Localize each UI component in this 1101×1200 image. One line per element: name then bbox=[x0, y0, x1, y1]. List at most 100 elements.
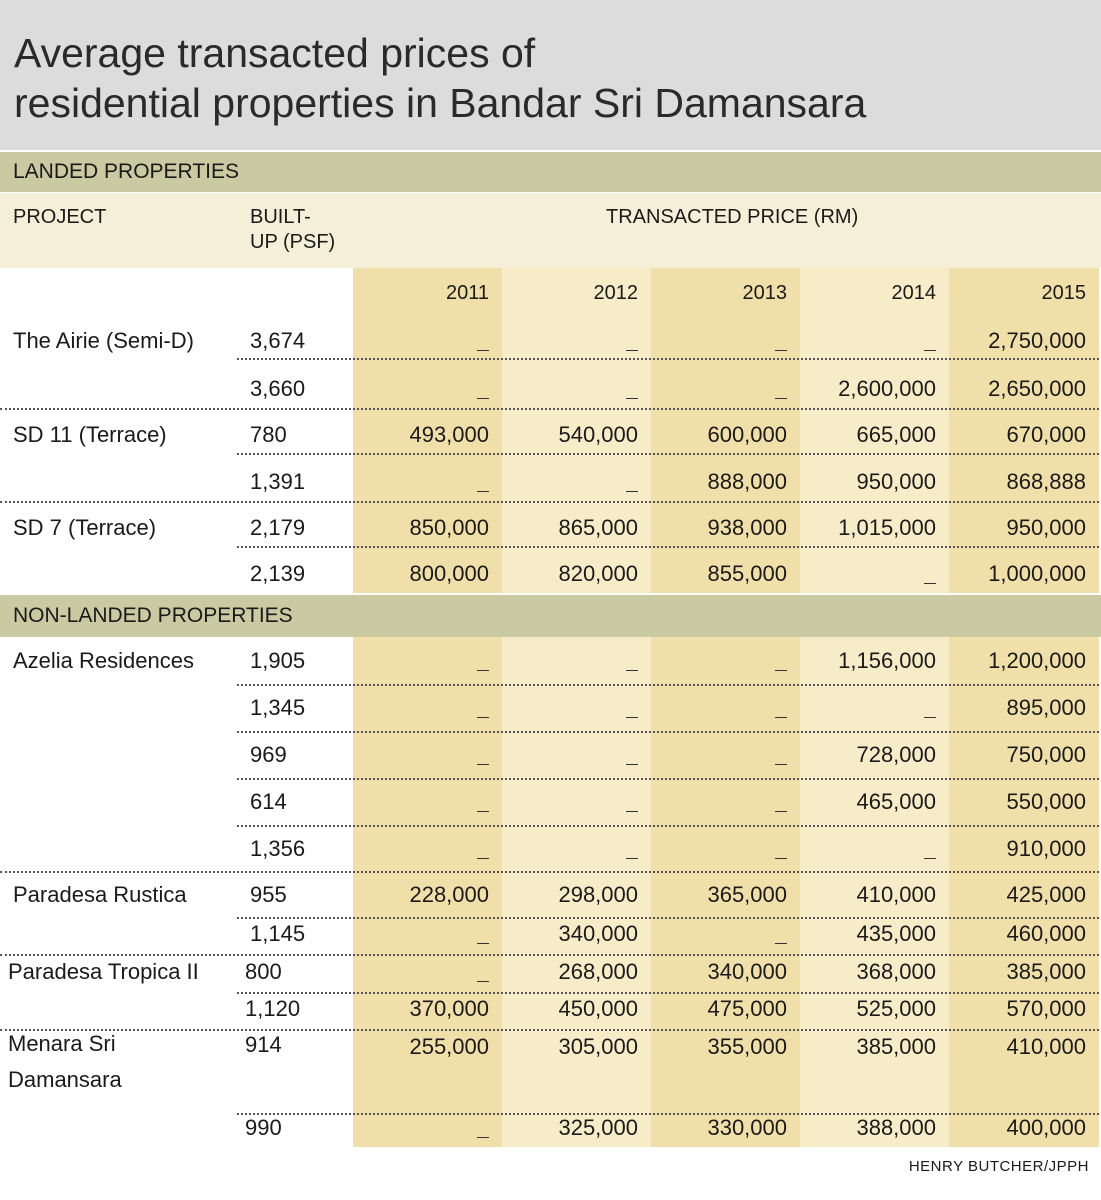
built-up-value: 2,179 bbox=[250, 515, 306, 540]
price-cell: 868,888 bbox=[1006, 469, 1086, 494]
section-landed: LANDED PROPERTIES bbox=[0, 152, 1101, 192]
title-block: Average transacted prices of residential… bbox=[0, 0, 1101, 150]
price-cell: 400,000 bbox=[1006, 1115, 1086, 1140]
price-cell: 2,650,000 bbox=[988, 376, 1086, 401]
row-divider bbox=[237, 358, 1099, 360]
column-band bbox=[353, 637, 502, 1147]
no-data-dash bbox=[477, 491, 489, 492]
no-data-dash bbox=[775, 717, 787, 718]
row-divider bbox=[237, 546, 1099, 548]
no-data-dash bbox=[477, 350, 489, 351]
price-cell: 228,000 bbox=[409, 882, 489, 907]
price-cell: 600,000 bbox=[707, 422, 787, 447]
source-credit: HENRY BUTCHER/JPPH bbox=[908, 1158, 1089, 1175]
project-name: Paradesa Rustica bbox=[13, 882, 187, 907]
price-cell: 665,000 bbox=[856, 422, 936, 447]
no-data-dash bbox=[626, 764, 638, 765]
no-data-dash bbox=[775, 670, 787, 671]
price-cell: 340,000 bbox=[558, 921, 638, 946]
price-cell: 950,000 bbox=[856, 469, 936, 494]
price-cell: 340,000 bbox=[707, 959, 787, 984]
no-data-dash bbox=[775, 398, 787, 399]
project-name: Menara Sri Damansara bbox=[8, 1031, 122, 1092]
built-up-value: 3,660 bbox=[250, 376, 306, 401]
price-cell: 298,000 bbox=[558, 882, 638, 907]
price-cell: 1,000,000 bbox=[988, 561, 1086, 586]
price-cell: 895,000 bbox=[1006, 695, 1086, 720]
row-divider bbox=[0, 871, 1099, 873]
no-data-dash bbox=[626, 350, 638, 351]
project-name: Paradesa Tropica II bbox=[8, 959, 199, 984]
built-up-value: 2,139 bbox=[250, 561, 306, 586]
built-up-value: 614 bbox=[250, 789, 287, 814]
price-cell: 865,000 bbox=[558, 515, 638, 540]
project-name: SD 11 (Terrace) bbox=[13, 422, 167, 447]
row-divider bbox=[237, 992, 1099, 994]
price-cell: 670,000 bbox=[1006, 422, 1086, 447]
price-cell: 305,000 bbox=[558, 1034, 638, 1059]
price-cell: 2,600,000 bbox=[838, 376, 936, 401]
price-cell: 525,000 bbox=[856, 996, 936, 1021]
project-name: Azelia Residences bbox=[13, 648, 194, 673]
no-data-dash bbox=[775, 943, 787, 944]
price-cell: 325,000 bbox=[558, 1115, 638, 1140]
price-cell: 368,000 bbox=[856, 959, 936, 984]
no-data-dash bbox=[924, 717, 936, 718]
price-cell: 255,000 bbox=[409, 1034, 489, 1059]
built-up-value: 969 bbox=[250, 742, 287, 767]
row-divider bbox=[237, 731, 1099, 733]
price-cell: 1,156,000 bbox=[838, 648, 936, 673]
price-cell: 550,000 bbox=[1006, 789, 1086, 814]
no-data-dash bbox=[775, 350, 787, 351]
no-data-dash bbox=[477, 398, 489, 399]
built-up-value: 914 bbox=[245, 1032, 282, 1057]
price-cell: 370,000 bbox=[409, 996, 489, 1021]
row-divider bbox=[237, 1113, 1099, 1115]
no-data-dash bbox=[775, 858, 787, 859]
non-landed-table: Azelia Residences1,905___1,156,0001,200,… bbox=[0, 637, 1101, 1147]
column-band bbox=[353, 268, 502, 593]
price-cell: 365,000 bbox=[707, 882, 787, 907]
price-cell: 465,000 bbox=[856, 789, 936, 814]
column-band bbox=[651, 637, 800, 1147]
price-cell: 460,000 bbox=[1006, 921, 1086, 946]
price-cell: 268,000 bbox=[558, 959, 638, 984]
no-data-dash bbox=[626, 398, 638, 399]
built-up-value: 780 bbox=[250, 422, 287, 447]
built-up-value: 1,905 bbox=[250, 648, 306, 673]
section-non-landed: NON-LANDED PROPERTIES bbox=[0, 595, 1101, 637]
header-transacted-price: TRANSACTED PRICE (RM) bbox=[606, 206, 859, 228]
year-label: 2015 bbox=[1041, 282, 1087, 304]
year-label: 2011 bbox=[445, 282, 489, 304]
year-label: 2012 bbox=[593, 282, 639, 304]
no-data-dash bbox=[626, 670, 638, 671]
header-project: PROJECT bbox=[13, 206, 107, 228]
row-divider bbox=[237, 453, 1099, 455]
price-cell: 1,200,000 bbox=[988, 648, 1086, 673]
price-cell: 2,750,000 bbox=[988, 328, 1086, 353]
year-label: 2013 bbox=[742, 282, 788, 304]
no-data-dash bbox=[477, 717, 489, 718]
row-divider bbox=[0, 954, 1099, 956]
no-data-dash bbox=[477, 811, 489, 812]
no-data-dash bbox=[626, 491, 638, 492]
built-up-value: 1,120 bbox=[245, 996, 301, 1021]
price-cell: 800,000 bbox=[409, 561, 489, 586]
price-cell: 493,000 bbox=[409, 422, 489, 447]
price-cell: 355,000 bbox=[707, 1034, 787, 1059]
year-label: 2014 bbox=[891, 282, 937, 304]
no-data-dash bbox=[626, 858, 638, 859]
price-cell: 425,000 bbox=[1006, 882, 1086, 907]
no-data-dash bbox=[626, 717, 638, 718]
project-name: SD 7 (Terrace) bbox=[13, 515, 157, 540]
price-cell: 540,000 bbox=[558, 422, 638, 447]
price-cell: 750,000 bbox=[1006, 742, 1086, 767]
built-up-value: 800 bbox=[245, 959, 282, 984]
price-cell: 570,000 bbox=[1006, 996, 1086, 1021]
page-title-line-2: residential properties in Bandar Sri Dam… bbox=[14, 80, 867, 126]
built-up-value: 1,145 bbox=[250, 921, 306, 946]
price-cell: 385,000 bbox=[856, 1034, 936, 1059]
row-divider bbox=[237, 778, 1099, 780]
row-divider bbox=[0, 1029, 1099, 1031]
column-band bbox=[949, 637, 1099, 1147]
